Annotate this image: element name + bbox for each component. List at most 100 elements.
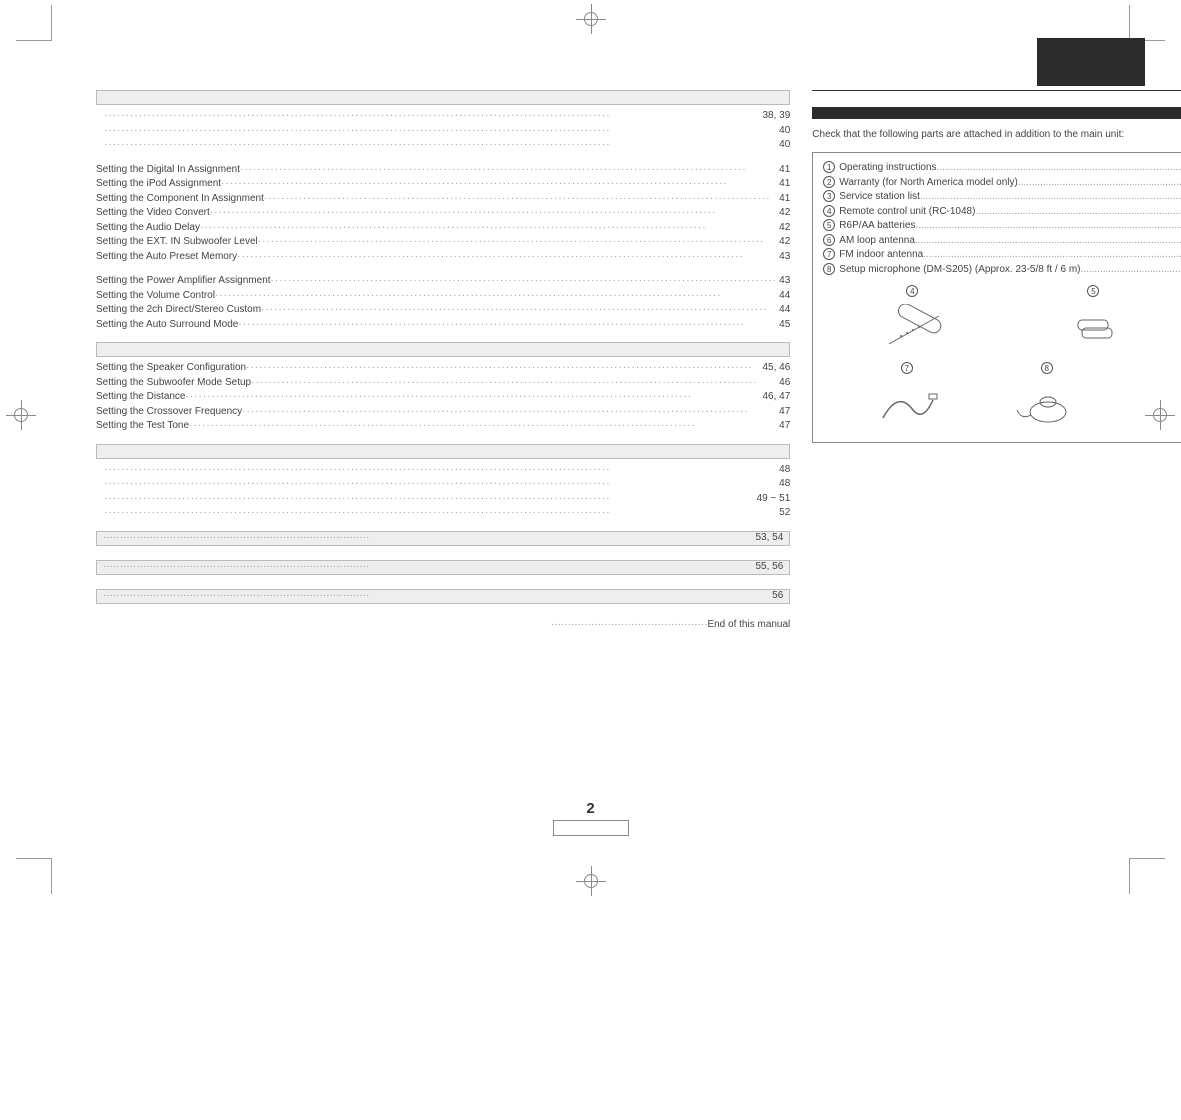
toc-section-heading: ········································… bbox=[96, 589, 790, 604]
accessory-leader-dots bbox=[915, 234, 1181, 249]
toc-leader-dots: ········································… bbox=[103, 589, 772, 604]
accessory-label: R6P/AA batteries bbox=[839, 219, 915, 234]
accessory-label: FM indoor antenna bbox=[839, 248, 923, 263]
toc-page: 43 bbox=[777, 274, 790, 289]
registration-mark-top bbox=[576, 4, 606, 34]
illus-caption: 8 bbox=[1041, 362, 1053, 374]
toc-leader-dots bbox=[246, 361, 760, 376]
crop-mark-tr bbox=[1129, 5, 1165, 41]
toc-leader-dots bbox=[186, 390, 761, 405]
toc-leader-dots bbox=[242, 405, 777, 420]
toc-page: 55, 56 bbox=[755, 560, 783, 575]
toc-leader-dots bbox=[261, 303, 777, 318]
toc-row: 48 bbox=[96, 463, 790, 478]
toc-leader-dots bbox=[258, 235, 777, 250]
crop-mark-tl bbox=[16, 5, 52, 41]
toc-page: 41 bbox=[777, 177, 790, 192]
accessory-leader-dots bbox=[1018, 176, 1181, 191]
toc-label: Setting the Auto Surround Mode bbox=[96, 318, 238, 333]
toc-row: Setting the Subwoofer Mode Setup 46 bbox=[96, 376, 790, 391]
fm-antenna-icon bbox=[873, 380, 943, 430]
toc-row: Setting the Crossover Frequency 47 bbox=[96, 405, 790, 420]
toc-page: 45, 46 bbox=[760, 361, 790, 376]
toc-leader-dots bbox=[251, 376, 777, 391]
toc-row: Setting the Audio Delay 42 bbox=[96, 221, 790, 236]
toc-page: 47 bbox=[777, 419, 790, 434]
toc-leader-dots bbox=[104, 138, 777, 153]
toc-label: Setting the Test Tone bbox=[96, 419, 189, 434]
accessory-row: 5R6P/AA batteries2 bbox=[823, 219, 1181, 234]
toc-row: Setting the 2ch Direct/Stereo Custom 44 bbox=[96, 303, 790, 318]
toc-page: 56 bbox=[772, 589, 783, 604]
toc-page: 48 bbox=[777, 477, 790, 492]
toc-leader-dots bbox=[104, 109, 760, 124]
toc-page: 53, 54 bbox=[755, 531, 783, 546]
crop-mark-bl bbox=[16, 858, 52, 894]
toc-row: Setting the Component In Assignment 41 bbox=[96, 192, 790, 207]
toc-row: Setting the Distance 46, 47 bbox=[96, 390, 790, 405]
accessory-illustrations-row-1: 4 5 6 bbox=[823, 285, 1181, 354]
toc-label: Setting the Audio Delay bbox=[96, 221, 200, 236]
accessory-row: 1Operating instructions1 bbox=[823, 161, 1181, 176]
toc-page: 45 bbox=[777, 318, 790, 333]
accessory-row: 2Warranty (for North America model only)… bbox=[823, 176, 1181, 191]
toc-page: 44 bbox=[777, 303, 790, 318]
toc-label: Setting the Volume Control bbox=[96, 289, 215, 304]
accessory-leader-dots bbox=[915, 219, 1181, 234]
toc-page: 48 bbox=[777, 463, 790, 478]
toc-section-heading bbox=[96, 342, 790, 357]
toc-section-heading: ········································… bbox=[96, 531, 790, 546]
accessory-number: 3 bbox=[823, 190, 839, 205]
toc-leader-dots bbox=[104, 506, 777, 521]
illus-caption: 5 bbox=[1087, 285, 1099, 297]
section-rule bbox=[812, 90, 1181, 91]
toc-label: Setting the iPod Assignment bbox=[96, 177, 221, 192]
toc-row: Setting the Speaker Configuration 45, 46 bbox=[96, 361, 790, 376]
accessory-number: 5 bbox=[823, 219, 839, 234]
toc-leader-dots bbox=[237, 250, 777, 265]
accessory-number: 4 bbox=[823, 205, 839, 220]
toc-leader-dots bbox=[189, 419, 777, 434]
accessory-label: AM loop antenna bbox=[839, 234, 915, 249]
toc-leader-dots: ········································… bbox=[103, 560, 755, 575]
toc-row: Setting the Digital In Assignment 41 bbox=[96, 163, 790, 178]
accessory-illustrations-row-2: 7 8 bbox=[823, 362, 1181, 431]
accessory-label: Warranty (for North America model only) bbox=[839, 176, 1018, 191]
toc-row: 38, 39 bbox=[96, 109, 790, 124]
section-heading-bar bbox=[812, 107, 1181, 119]
batteries-icon bbox=[1060, 304, 1130, 354]
accessory-number: 2 bbox=[823, 176, 839, 191]
toc-leader-dots bbox=[104, 124, 777, 139]
accessory-label: Service station list bbox=[839, 190, 920, 205]
accessory-leader-dots bbox=[920, 190, 1181, 205]
toc-page: 47 bbox=[777, 405, 790, 420]
page-number: 2 bbox=[553, 800, 629, 817]
toc-leader-dots bbox=[104, 477, 777, 492]
accessory-leader-dots bbox=[937, 161, 1181, 176]
toc-page: 44 bbox=[777, 289, 790, 304]
toc-row: 40 bbox=[96, 138, 790, 153]
toc-page: 46 bbox=[777, 376, 790, 391]
toc-row: Setting the Test Tone 47 bbox=[96, 419, 790, 434]
toc-leader-dots bbox=[215, 289, 777, 304]
toc-page: 41 bbox=[777, 163, 790, 178]
toc-page: 42 bbox=[777, 235, 790, 250]
toc-page: 42 bbox=[777, 221, 790, 236]
page-number-box bbox=[553, 820, 629, 836]
toc-page: 49 ~ 51 bbox=[755, 492, 791, 507]
toc-row: 49 ~ 51 bbox=[96, 492, 790, 507]
toc-row: Setting the Volume Control 44 bbox=[96, 289, 790, 304]
accessory-leader-dots bbox=[923, 248, 1181, 263]
header-black-tab bbox=[1037, 38, 1145, 86]
registration-mark-left bbox=[6, 400, 36, 430]
accessory-leader-dots bbox=[1081, 263, 1181, 278]
toc-label: Setting the Subwoofer Mode Setup bbox=[96, 376, 251, 391]
toc-page: 42 bbox=[777, 206, 790, 221]
toc-row: Setting the Power Amplifier Assignment 4… bbox=[96, 274, 790, 289]
toc-label: Setting the Speaker Configuration bbox=[96, 361, 246, 376]
illus-caption: 4 bbox=[906, 285, 918, 297]
toc-leader-dots bbox=[200, 221, 777, 236]
toc-leader-dots bbox=[240, 163, 777, 178]
toc-section-heading bbox=[96, 90, 790, 105]
toc-page: 43 bbox=[777, 250, 790, 265]
